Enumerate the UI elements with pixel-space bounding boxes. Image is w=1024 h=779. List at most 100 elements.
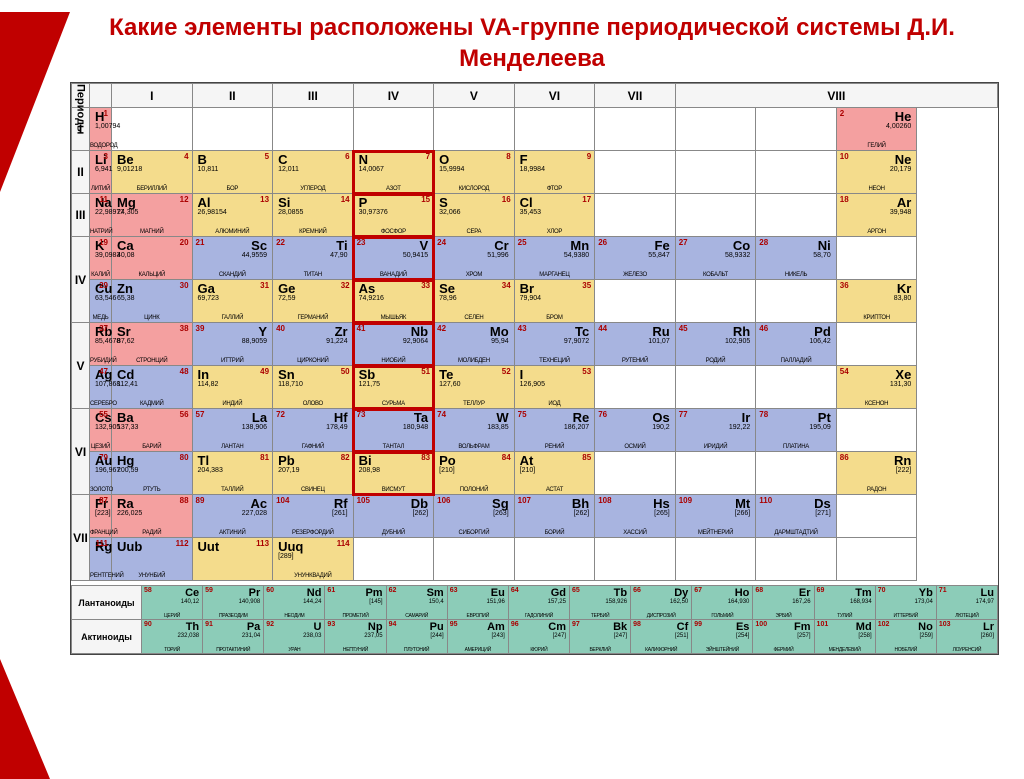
atomic-number: 39 <box>196 324 205 333</box>
atomic-number: 89 <box>196 496 205 505</box>
element-cell-Fe: 26Fe55,847Железо <box>595 237 676 280</box>
atomic-number: 31 <box>260 281 269 290</box>
element-symbol: As <box>356 281 432 295</box>
atomic-mass: 79,904 <box>517 295 593 303</box>
element-name: Рентгений <box>90 573 111 579</box>
atomic-mass: 190,2 <box>597 424 673 432</box>
atomic-mass: 150,4 <box>388 599 446 605</box>
element-cell-Te: 52Te127,60Теллур <box>434 366 515 409</box>
atomic-mass: 107,868 <box>92 381 109 389</box>
atomic-number: 23 <box>357 238 366 247</box>
atomic-mass: [210] <box>517 467 593 475</box>
atomic-mass: 232,038 <box>143 633 201 639</box>
atomic-mass: [247] <box>571 633 629 639</box>
element-name: Менделевий <box>815 647 875 653</box>
actinoids-label: Актиноиды <box>72 620 142 654</box>
element-name: Гадолиний <box>509 613 569 619</box>
element-symbol: Ti <box>275 238 351 252</box>
atomic-number: 80 <box>180 453 189 462</box>
atomic-mass: [266] <box>678 510 754 518</box>
empty-cell <box>756 280 837 323</box>
element-symbol: Ar <box>839 195 915 209</box>
element-cell-Lu: 71Lu174,97Лютеций <box>936 586 997 620</box>
atomic-mass: 195,09 <box>758 424 834 432</box>
element-symbol: Nb <box>356 324 432 338</box>
element-symbol: N <box>356 152 432 166</box>
element-cell-Be: 4Be9,01218Бериллий <box>112 151 193 194</box>
element-cell-Zn: 30Zn65,38Цинк <box>112 280 193 323</box>
atomic-number: 1 <box>104 109 108 118</box>
element-cell-Pr: 59Pr140,908Празеодим <box>203 586 264 620</box>
element-name: Неон <box>837 186 917 192</box>
atomic-number: 74 <box>437 410 446 419</box>
atomic-mass: 15,9994 <box>436 166 512 174</box>
element-cell-Sn: 50Sn118,710Олово <box>273 366 354 409</box>
element-name: Гольмий <box>692 613 752 619</box>
element-cell-Ba: 56Ba137,33Барий <box>112 409 193 452</box>
atomic-mass: 106,42 <box>758 338 834 346</box>
atomic-mass: 63,546 <box>92 295 109 303</box>
atomic-mass: 85,4678 <box>92 338 109 346</box>
empty-cell <box>756 151 837 194</box>
atomic-number: 8 <box>506 152 510 161</box>
atomic-mass: 157,25 <box>510 599 568 605</box>
atomic-number: 98 <box>633 621 641 628</box>
element-symbol: Y <box>195 324 271 338</box>
atomic-mass: 132,905 <box>92 424 109 432</box>
atomic-mass: [223] <box>92 510 109 518</box>
element-cell-Rg: 111RgРентгений <box>90 538 112 581</box>
periodic-table-container: ПериодыIIIIIIIVVVIVIIVIIII1H1,00794Водор… <box>70 82 999 655</box>
atomic-mass: 238,03 <box>265 633 323 639</box>
element-name: Тантал <box>354 444 434 450</box>
element-cell-Th: 90Th232,038Торий <box>142 620 203 654</box>
atomic-mass: 97,9072 <box>517 338 593 346</box>
atomic-number: 76 <box>598 410 607 419</box>
atomic-mass: 204,383 <box>195 467 271 475</box>
empty-cell <box>192 108 273 151</box>
atomic-mass: 137,33 <box>114 424 190 432</box>
element-name: Криптон <box>837 315 917 321</box>
element-symbol: Tl <box>195 453 271 467</box>
atomic-number: 78 <box>759 410 768 419</box>
element-symbol: Ga <box>195 281 271 295</box>
atomic-number: 59 <box>205 587 213 594</box>
atomic-mass: [262] <box>517 510 593 518</box>
atomic-number: 6 <box>345 152 349 161</box>
element-cell-La: 57La138,906Лантан <box>192 409 273 452</box>
element-name: Рубидий <box>90 358 111 364</box>
element-name: Уран <box>264 647 324 653</box>
group-header: I <box>112 84 193 108</box>
atomic-mass: 237,05 <box>326 633 384 639</box>
element-name: Резерфордий <box>273 530 353 536</box>
atomic-number: 18 <box>840 195 849 204</box>
element-cell-In: 49In114,82Индий <box>192 366 273 409</box>
atomic-number: 28 <box>759 238 768 247</box>
atomic-number: 85 <box>582 453 591 462</box>
element-cell-Pb: 82Pb207,19Свинец <box>273 452 354 495</box>
atomic-mass: 196,967 <box>92 467 109 475</box>
group-header: III <box>273 84 354 108</box>
empty-cell <box>756 194 837 237</box>
element-name: Фтор <box>515 186 595 192</box>
element-cell-Nd: 60Nd144,24Неодим <box>264 586 325 620</box>
element-name: Кальций <box>112 272 192 278</box>
atomic-mass: 78,96 <box>436 295 512 303</box>
atomic-number: 51 <box>421 367 430 376</box>
element-name: Осмий <box>595 444 675 450</box>
atomic-number: 101 <box>817 621 829 628</box>
element-name: Тулий <box>815 613 875 619</box>
atomic-mass: 39,948 <box>839 209 915 217</box>
atomic-number: 44 <box>598 324 607 333</box>
group-header: II <box>192 84 273 108</box>
atomic-number: 114 <box>337 539 350 548</box>
element-cell-As: 33As74,9216Мышьяк <box>353 280 434 323</box>
element-name: Астат <box>515 487 595 493</box>
atomic-mass: 14,0067 <box>356 166 432 174</box>
element-cell-Pa: 91Pa231,04Протактиний <box>203 620 264 654</box>
element-name: Медь <box>90 315 111 321</box>
element-cell-No: 102No[259]Нобелий <box>875 620 936 654</box>
element-name: Ванадий <box>354 272 434 278</box>
atomic-mass: 231,04 <box>204 633 262 639</box>
element-name: Калий <box>90 272 111 278</box>
empty-cell <box>595 366 676 409</box>
